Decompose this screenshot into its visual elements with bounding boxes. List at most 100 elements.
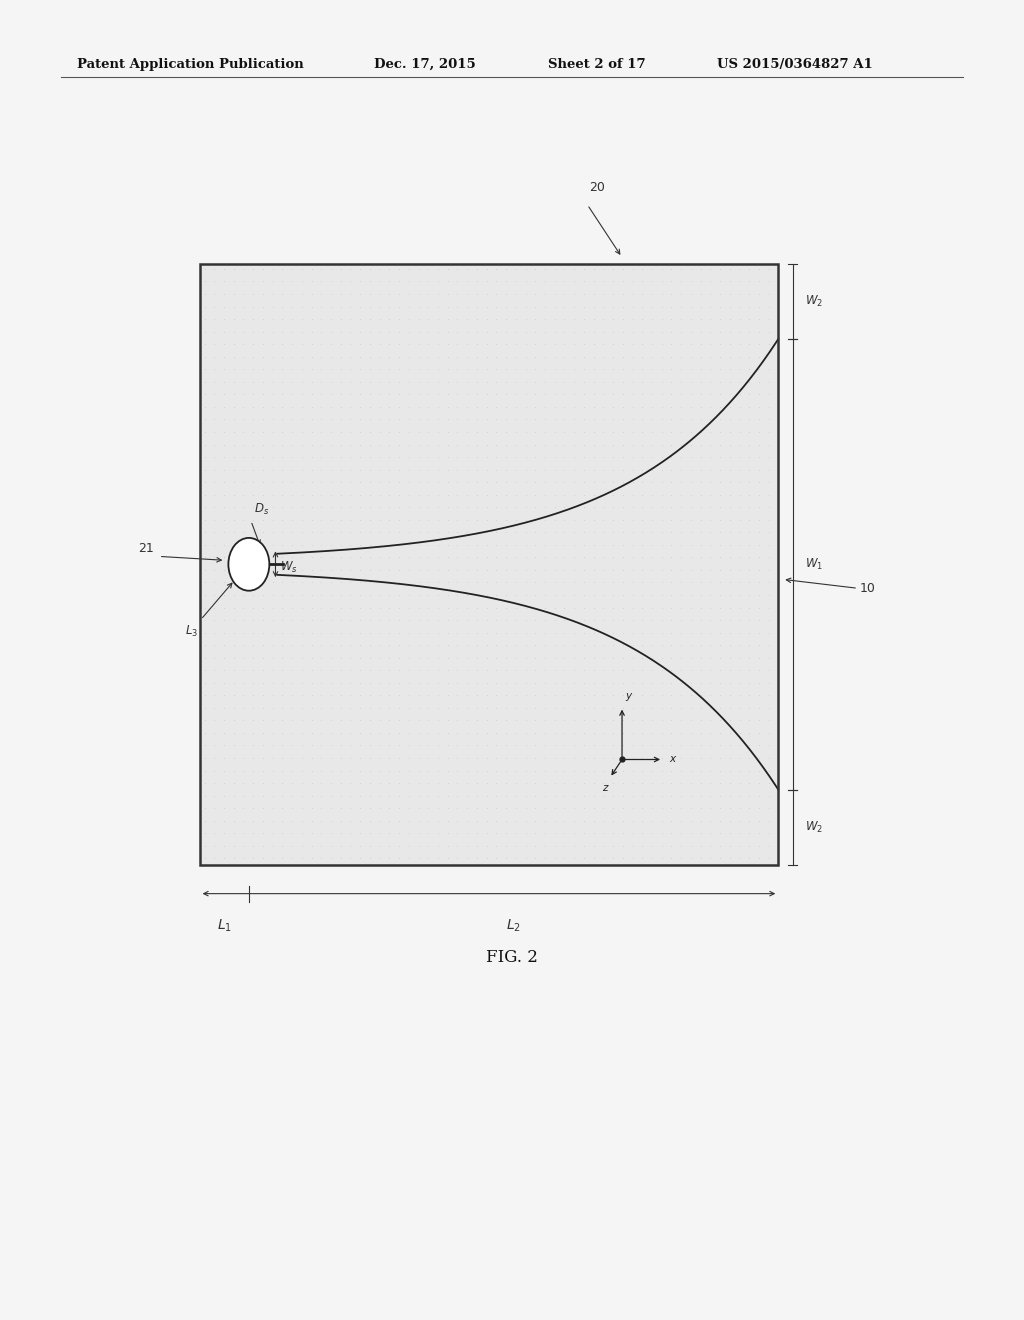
Point: [673, 735, 689, 756]
Point: [400, 546, 417, 568]
Point: [692, 259, 709, 280]
Point: [323, 521, 339, 543]
Point: [712, 672, 728, 693]
Point: [274, 321, 291, 342]
Text: Sheet 2 of 17: Sheet 2 of 17: [548, 58, 645, 71]
Point: [517, 371, 534, 392]
Point: [333, 535, 349, 556]
Point: [498, 484, 514, 506]
Point: [420, 321, 436, 342]
Point: [274, 535, 291, 556]
Point: [469, 309, 485, 330]
Point: [692, 560, 709, 581]
Point: [605, 810, 622, 832]
Point: [430, 346, 446, 367]
Point: [294, 409, 310, 430]
Point: [692, 722, 709, 743]
Point: [692, 421, 709, 442]
Point: [450, 760, 466, 781]
Point: [361, 309, 378, 330]
Point: [323, 647, 339, 668]
Point: [731, 409, 748, 430]
Point: [614, 797, 631, 818]
Point: [692, 396, 709, 417]
Point: [488, 785, 505, 807]
Point: [556, 735, 572, 756]
Point: [722, 284, 738, 305]
Point: [566, 384, 583, 405]
Point: [488, 635, 505, 656]
Point: [664, 296, 680, 317]
Point: [644, 484, 660, 506]
Point: [381, 710, 397, 731]
Point: [556, 334, 572, 355]
Point: [450, 772, 466, 793]
Text: 21: 21: [138, 543, 154, 554]
Point: [595, 521, 611, 543]
Point: [381, 371, 397, 392]
Point: [469, 810, 485, 832]
Point: [731, 271, 748, 292]
Point: [722, 321, 738, 342]
Point: [478, 710, 495, 731]
Point: [547, 560, 563, 581]
Point: [361, 371, 378, 392]
Point: [488, 685, 505, 706]
Point: [625, 259, 641, 280]
Point: [313, 685, 330, 706]
Point: [206, 434, 222, 455]
Point: [216, 622, 232, 643]
Point: [527, 321, 544, 342]
Point: [361, 259, 378, 280]
Point: [411, 334, 427, 355]
Point: [683, 672, 699, 693]
Point: [625, 271, 641, 292]
Point: [761, 334, 777, 355]
Point: [595, 710, 611, 731]
Point: [255, 735, 271, 756]
Point: [664, 496, 680, 517]
Point: [683, 810, 699, 832]
Point: [517, 259, 534, 280]
Point: [527, 797, 544, 818]
Point: [488, 259, 505, 280]
Point: [255, 446, 271, 467]
Point: [605, 471, 622, 492]
Point: [459, 334, 475, 355]
Point: [420, 610, 436, 631]
Point: [352, 510, 369, 531]
Point: [225, 685, 242, 706]
Point: [586, 471, 602, 492]
Point: [731, 597, 748, 618]
Point: [294, 309, 310, 330]
Point: [430, 685, 446, 706]
Point: [653, 496, 670, 517]
Point: [216, 672, 232, 693]
Point: [537, 585, 553, 606]
Point: [527, 471, 544, 492]
Point: [450, 496, 466, 517]
Point: [517, 384, 534, 405]
Point: [595, 747, 611, 768]
Point: [537, 484, 553, 506]
Point: [439, 697, 456, 718]
Point: [478, 546, 495, 568]
Point: [722, 496, 738, 517]
Point: [673, 296, 689, 317]
Point: [430, 496, 446, 517]
Point: [731, 334, 748, 355]
Point: [216, 396, 232, 417]
Point: [586, 535, 602, 556]
Point: [731, 810, 748, 832]
Point: [653, 359, 670, 380]
Point: [342, 371, 358, 392]
Point: [333, 622, 349, 643]
Point: [303, 334, 319, 355]
Point: [702, 471, 719, 492]
Point: [625, 309, 641, 330]
Point: [255, 610, 271, 631]
Point: [683, 271, 699, 292]
Point: [372, 672, 388, 693]
Point: [575, 284, 592, 305]
Point: [478, 535, 495, 556]
